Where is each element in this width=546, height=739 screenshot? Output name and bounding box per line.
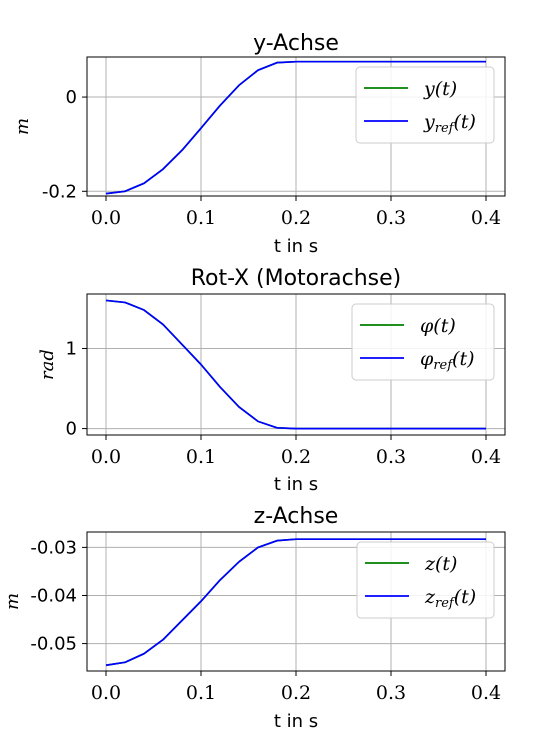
x-tick-label: 0.3 (376, 207, 406, 229)
legend-label: z(t) (424, 553, 457, 575)
legend: z(t) zref(t) (356, 541, 495, 619)
legend-label: yref(t) (423, 111, 476, 136)
legend-label: φref(t) (420, 348, 475, 373)
x-axis-label: t in s (274, 474, 318, 495)
subplot-3: 0.0 0.1 0.2 0.3 0.4 -0.03 -0.04 -0.05 z-Achse t i… (2, 504, 506, 732)
x-tick-label: 0.1 (186, 207, 216, 229)
legend-label: y(t) (423, 78, 457, 100)
y-tick-label: 1 (66, 338, 77, 359)
chart-title: y-Achse (253, 31, 339, 56)
subplot-2: 0.0 0.1 0.2 0.3 0.4 1 0 Rot-X (Motorachse) t in … (37, 266, 506, 495)
series-line-reference (105, 60, 486, 195)
x-tick-label: 0.4 (471, 682, 501, 704)
series-line-reference (105, 538, 486, 667)
x-tick-label: 0.2 (281, 207, 311, 229)
legend: φ(t) φref(t) (351, 303, 495, 381)
x-tick-label: 0.4 (471, 446, 501, 468)
x-tick-label: 0.3 (376, 682, 406, 704)
legend: y(t) yref(t) (355, 66, 495, 144)
legend-box (355, 66, 495, 144)
legend-box (351, 303, 495, 381)
y-tick-label: -0.04 (30, 585, 77, 606)
x-tick-label: 0.0 (91, 207, 121, 229)
x-axis-label: t in s (274, 236, 318, 257)
x-tick-label: 0.1 (186, 682, 216, 704)
y-tick-label: -0.03 (30, 537, 77, 558)
y-tick-label: 0 (66, 419, 77, 440)
y-tick-label: -0.2 (42, 181, 77, 202)
x-axis-label: t in s (274, 711, 318, 732)
y-axis-label: m (2, 593, 23, 610)
x-tick-label: 0.0 (91, 446, 121, 468)
y-tick-label: 0 (66, 87, 77, 108)
legend-box (356, 541, 495, 619)
series-line-reference (105, 299, 486, 430)
x-tick-label: 0.2 (281, 446, 311, 468)
x-tick-label: 0.3 (376, 446, 406, 468)
x-tick-label: 0.2 (281, 682, 311, 704)
x-tick-label: 0.1 (186, 446, 216, 468)
x-tick-label: 0.0 (91, 682, 121, 704)
chart-title: Rot-X (Motorachse) (191, 266, 402, 291)
y-tick-label: -0.05 (30, 634, 77, 655)
legend-label: φ(t) (420, 315, 456, 337)
legend-label: zref(t) (424, 586, 476, 611)
y-axis-label: m (12, 118, 33, 135)
x-tick-label: 0.4 (471, 207, 501, 229)
chart-title: z-Achse (254, 504, 339, 529)
y-axis-label: rad (37, 349, 58, 380)
subplot-1: 0.0 0.1 0.2 0.3 0.4 0 -0.2 y-Achse t in s m y(t) yr… (12, 31, 506, 257)
